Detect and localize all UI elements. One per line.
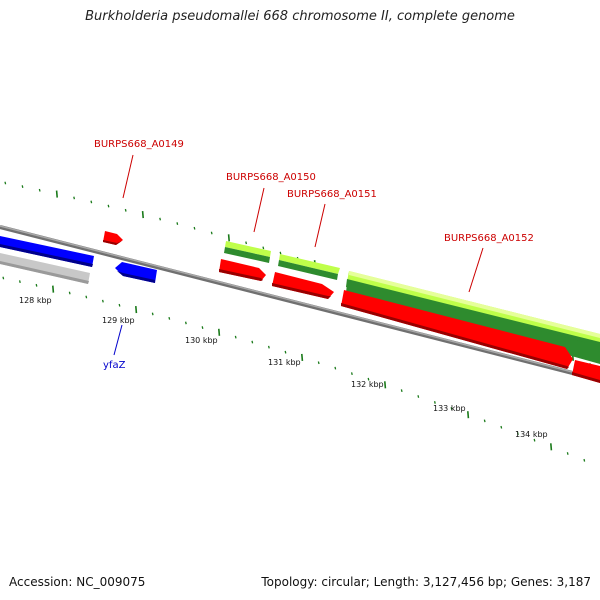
gene-a0149-shade (103, 240, 122, 245)
topology-summary-text: Topology: circular; Length: 3,127,456 bp… (261, 575, 591, 589)
tick-minor (234, 335, 237, 339)
grey-feature-left-shade (0, 261, 89, 284)
tick-minor (118, 303, 121, 307)
tick-major (135, 305, 138, 314)
tick-minor (267, 345, 270, 349)
tick-minor (245, 241, 248, 245)
tick-minor (176, 222, 179, 225)
gene-reverse-left-shade (0, 244, 93, 267)
gene-a0152[interactable] (341, 290, 573, 369)
tick-minor (400, 389, 403, 393)
tick-minor (184, 321, 187, 325)
accession-text: Accession: NC_009075 (9, 575, 146, 589)
label-a0149[interactable]: BURPS668_A0149 (94, 139, 184, 150)
tick-minor (85, 295, 88, 299)
label-a0150[interactable]: BURPS668_A0150 (226, 172, 316, 183)
tick-minor (483, 419, 486, 423)
gene-a0150[interactable] (219, 259, 266, 281)
tick-minor (168, 316, 171, 320)
label-a0152[interactable]: BURPS668_A0152 (444, 233, 534, 244)
tick-minor (350, 372, 353, 376)
tick-major (227, 234, 230, 242)
tick-minor (284, 350, 287, 354)
label-yfaz[interactable]: yfaZ (103, 360, 126, 371)
gene-yfaz[interactable] (115, 262, 157, 283)
callout-line-a0151 (314, 203, 326, 248)
tick-minor (516, 432, 519, 436)
tick-minor (450, 407, 453, 410)
cds-band-a0150[interactable] (224, 241, 271, 263)
tick-major (467, 411, 470, 419)
tick-minor (68, 291, 71, 295)
tick-minor (583, 458, 586, 462)
tick-minor (21, 185, 24, 188)
tick-minor (279, 251, 282, 255)
tick-major (301, 353, 304, 361)
backbone-line (0, 225, 600, 382)
scale-label-130: 130 kbp (185, 336, 218, 345)
page-title: Burkholderia pseudomallei 668 chromosome… (85, 9, 515, 24)
tick-minor (73, 196, 76, 200)
tick-minor (38, 188, 41, 192)
label-a0151[interactable]: BURPS668_A0151 (287, 189, 377, 200)
tick-minor (201, 326, 204, 329)
gene-next-partial[interactable] (572, 360, 600, 383)
tick-major (141, 211, 144, 219)
tick-minor (566, 452, 569, 455)
inner-tick-row (2, 276, 586, 462)
tick-major (550, 443, 553, 451)
tick-minor (193, 226, 196, 230)
tick-minor (4, 181, 7, 185)
scale-label-132: 132 kbp (351, 380, 384, 389)
tick-minor (107, 204, 110, 208)
tick-minor (251, 340, 254, 344)
callout-line-yfaz (113, 324, 123, 356)
scale-label-129: 129 kbp (102, 316, 135, 325)
tick-minor (151, 312, 154, 316)
tick-minor (367, 377, 370, 381)
gene-a0151[interactable] (272, 272, 334, 299)
tick-minor (533, 438, 536, 442)
tick-major (52, 285, 55, 293)
scale-label-131: 131 kbp (268, 358, 301, 367)
tick-minor (210, 231, 213, 235)
scale-label-134: 134 kbp (515, 430, 548, 439)
gene-yfaz-shade (117, 271, 155, 283)
tick-minor (334, 366, 337, 370)
scale-label-128: 128 kbp (19, 296, 52, 305)
tick-minor (417, 395, 420, 398)
tick-minor (101, 299, 104, 303)
tick-major (384, 381, 387, 389)
callout-line-a0150 (253, 187, 265, 233)
tick-minor (500, 425, 503, 429)
tick-minor (262, 246, 265, 250)
tick-minor (90, 200, 93, 204)
backbone-line-highlight (0, 225, 600, 380)
tick-major (218, 328, 221, 336)
tick-minor (433, 401, 436, 404)
callout-line-a0152 (468, 247, 484, 293)
tick-minor (159, 217, 162, 221)
tick-minor (18, 280, 21, 284)
tick-major (55, 190, 58, 198)
callout-line-a0149 (122, 154, 134, 199)
tick-minor (124, 208, 127, 212)
tick-minor (2, 276, 5, 280)
scale-label-133: 133 kbp (433, 404, 466, 413)
cds-band-a0151[interactable] (278, 254, 340, 280)
tick-minor (317, 361, 320, 365)
tick-minor (35, 283, 38, 287)
